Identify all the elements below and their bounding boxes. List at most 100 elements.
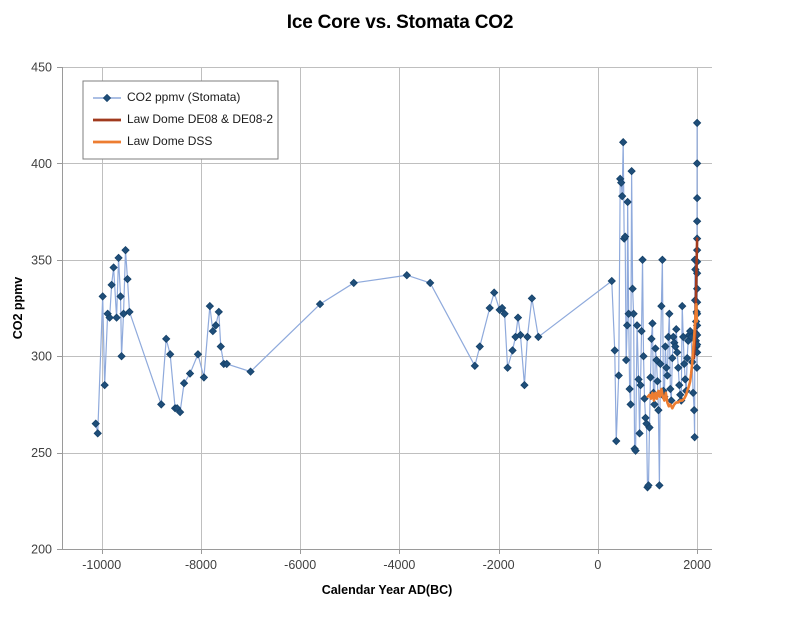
data-point-marker bbox=[216, 342, 225, 351]
data-point-marker bbox=[100, 380, 109, 390]
data-point-marker bbox=[662, 363, 671, 372]
data-point-marker bbox=[485, 303, 494, 313]
data-point-marker bbox=[349, 278, 358, 288]
data-point-marker bbox=[523, 332, 532, 342]
data-point-marker bbox=[661, 342, 670, 351]
legend-item-2[interactable]: Law Dome DE08 & DE08-2 bbox=[93, 112, 273, 126]
data-point-marker bbox=[688, 388, 698, 397]
data-point-marker bbox=[681, 375, 690, 384]
data-point-marker bbox=[114, 253, 123, 263]
legend-label: Law Dome DE08 & DE08-2 bbox=[127, 112, 273, 126]
data-point-marker bbox=[689, 406, 699, 415]
data-point-marker bbox=[622, 321, 632, 330]
data-point-marker bbox=[527, 294, 537, 303]
axes bbox=[57, 67, 712, 554]
data-point-marker bbox=[618, 192, 627, 201]
data-point-marker bbox=[214, 307, 223, 317]
data-point-marker bbox=[205, 301, 215, 311]
data-point-marker bbox=[679, 332, 688, 342]
data-point-marker bbox=[646, 373, 655, 382]
data-point-marker bbox=[639, 352, 648, 361]
data-point-marker bbox=[175, 407, 185, 417]
data-point-marker bbox=[402, 271, 412, 280]
data-point-marker bbox=[497, 303, 507, 313]
data-point-marker bbox=[222, 359, 231, 369]
data-point-marker bbox=[647, 334, 656, 344]
data-point-marker bbox=[655, 481, 664, 490]
data-point-marker bbox=[105, 313, 114, 322]
data-point-marker bbox=[675, 380, 684, 390]
data-point-marker bbox=[503, 363, 512, 372]
data-point-marker bbox=[676, 390, 685, 399]
data-point-marker bbox=[692, 118, 702, 128]
data-point-marker bbox=[490, 288, 499, 297]
data-point-marker bbox=[162, 334, 171, 344]
data-point-marker bbox=[666, 384, 675, 394]
x-tick-label: -6000 bbox=[284, 558, 316, 572]
data-point-marker bbox=[665, 309, 674, 318]
data-point-marker bbox=[125, 307, 134, 317]
y-tick-label: 200 bbox=[31, 543, 52, 557]
series-line bbox=[95, 122, 698, 488]
data-point-marker bbox=[625, 384, 634, 394]
data-point-marker bbox=[116, 292, 125, 301]
data-point-marker bbox=[534, 332, 543, 342]
y-tick-label: 300 bbox=[31, 350, 52, 364]
data-point-marker bbox=[648, 319, 657, 328]
data-point-marker bbox=[109, 263, 118, 272]
data-point-marker bbox=[632, 321, 642, 330]
data-point-marker bbox=[644, 481, 653, 490]
data-point-marker bbox=[520, 380, 529, 390]
data-point-marker bbox=[93, 429, 102, 438]
data-point-marker bbox=[607, 276, 616, 286]
data-point-marker bbox=[645, 423, 654, 432]
legend-item-3[interactable]: Law Dome DSS bbox=[93, 134, 212, 148]
data-point-marker bbox=[91, 419, 100, 428]
x-tick-label: -2000 bbox=[483, 558, 515, 572]
data-point-marker bbox=[426, 278, 435, 288]
data-point-marker bbox=[500, 309, 509, 318]
data-point-marker bbox=[98, 292, 107, 301]
tick-labels: 200 250 300 350 400 450 -10000 -8000 -6000 -4000 -… bbox=[31, 61, 711, 573]
data-point-marker bbox=[692, 159, 702, 168]
series-line bbox=[646, 302, 699, 410]
data-point-marker bbox=[634, 375, 643, 384]
data-series bbox=[91, 118, 702, 492]
x-tick-label: -10000 bbox=[82, 558, 121, 572]
series-1 bbox=[91, 118, 702, 492]
data-point-marker bbox=[470, 361, 479, 371]
data-point-marker bbox=[121, 245, 130, 255]
data-point-marker bbox=[211, 321, 220, 330]
data-point-marker bbox=[185, 369, 195, 378]
data-point-marker bbox=[671, 342, 680, 351]
data-point-marker bbox=[629, 309, 638, 318]
data-point-marker bbox=[673, 348, 682, 357]
legend-item-1[interactable]: CO2 ppmv (Stomata) bbox=[93, 90, 240, 104]
data-point-marker bbox=[107, 280, 116, 290]
data-point-marker bbox=[513, 313, 523, 322]
legend-swatch-marker bbox=[102, 93, 112, 103]
series-3 bbox=[646, 302, 699, 410]
data-point-marker bbox=[658, 255, 667, 264]
data-point-marker bbox=[636, 380, 645, 390]
data-point-marker bbox=[654, 406, 663, 415]
data-point-marker bbox=[678, 301, 687, 311]
data-point-marker bbox=[614, 371, 623, 380]
data-point-marker bbox=[193, 350, 203, 359]
data-point-marker bbox=[653, 377, 662, 386]
data-point-marker bbox=[657, 301, 666, 311]
data-point-marker bbox=[626, 400, 635, 409]
data-point-marker bbox=[246, 367, 255, 376]
data-point-marker bbox=[617, 178, 626, 187]
data-point-marker bbox=[315, 299, 325, 309]
legend-label: Law Dome DSS bbox=[127, 134, 212, 148]
data-point-marker bbox=[179, 379, 189, 388]
x-tick-label: 0 bbox=[594, 558, 601, 572]
data-point-marker bbox=[612, 436, 621, 446]
data-point-marker bbox=[692, 193, 702, 203]
y-tick-label: 400 bbox=[31, 157, 52, 171]
y-tick-label: 350 bbox=[31, 253, 52, 267]
data-point-marker bbox=[610, 346, 619, 355]
chart-legend[interactable]: CO2 ppmv (Stomata) Law Dome DE08 & DE08-2… bbox=[82, 80, 279, 160]
